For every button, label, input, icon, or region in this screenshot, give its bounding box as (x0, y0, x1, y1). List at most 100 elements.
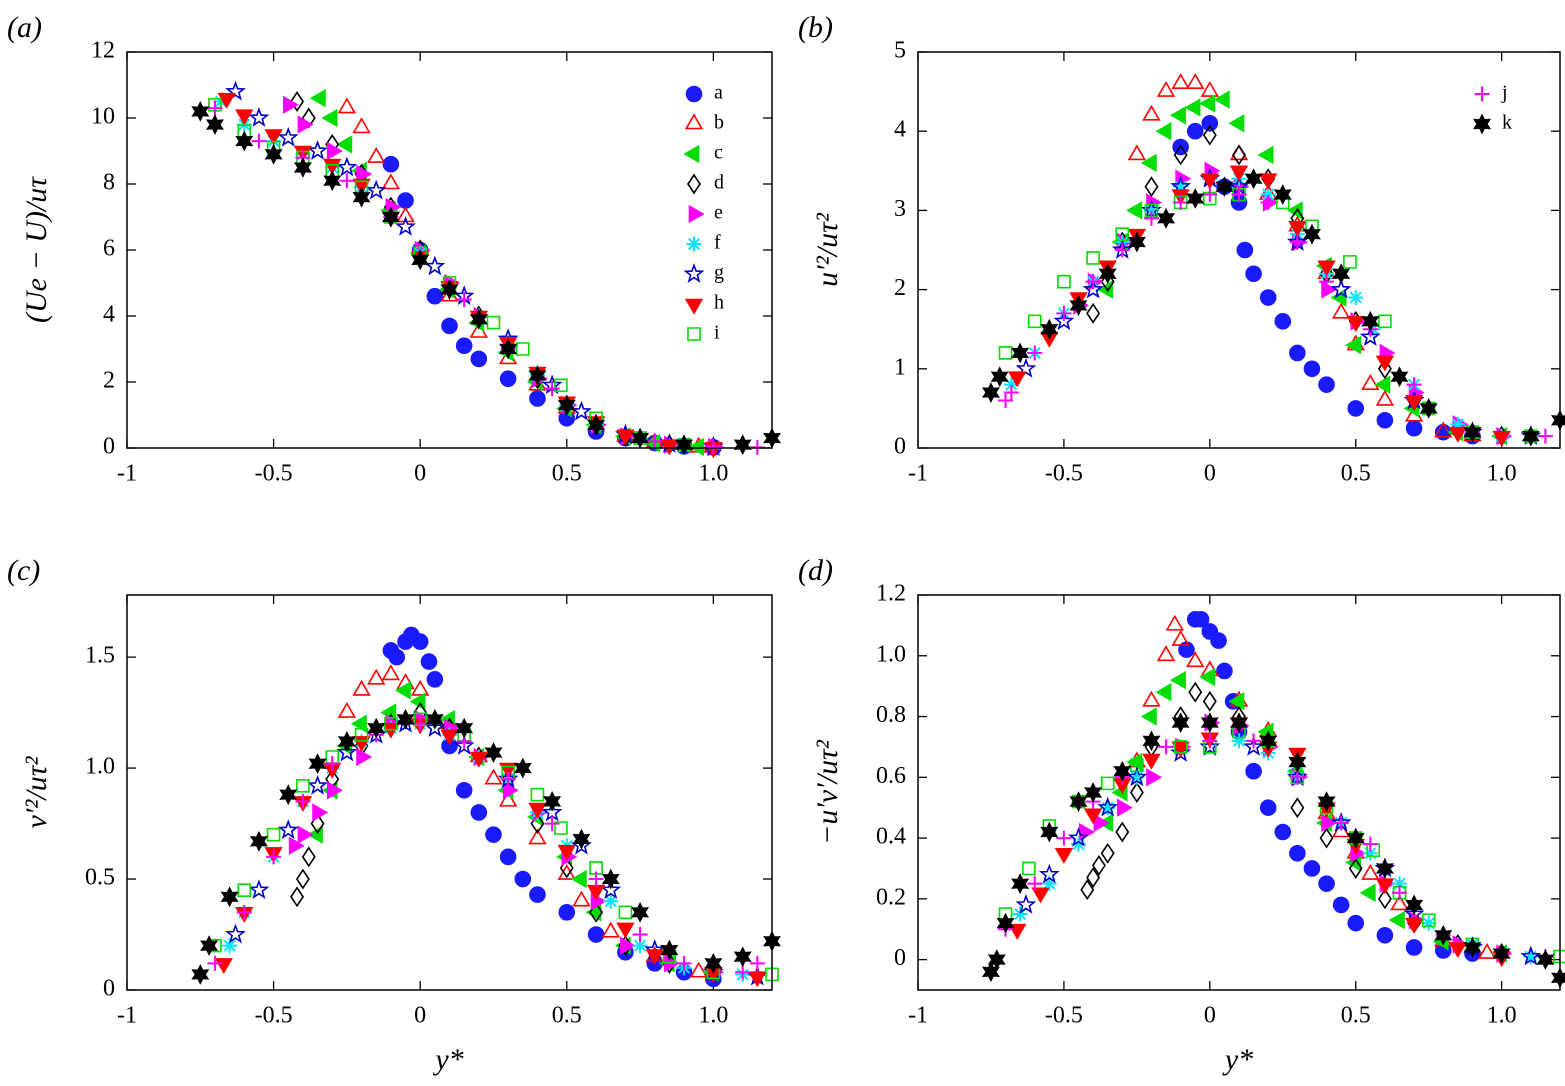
marker (1142, 104, 1161, 121)
marker (279, 784, 298, 806)
marker (1192, 611, 1210, 628)
marker (301, 846, 316, 868)
marker (1080, 879, 1095, 901)
marker (235, 109, 254, 126)
x-tick-label: -0.5 (255, 461, 293, 487)
marker (1228, 114, 1245, 133)
marker (1040, 318, 1059, 340)
x-tick-label: 0 (1204, 1003, 1216, 1029)
marker (1126, 201, 1143, 220)
marker (207, 955, 223, 971)
marker (336, 156, 358, 177)
marker (208, 98, 222, 112)
marker (1317, 260, 1336, 277)
marker (1155, 122, 1172, 141)
marker (1215, 176, 1234, 198)
marker (1289, 234, 1305, 250)
legend-marker (686, 236, 702, 252)
marker (1321, 280, 1338, 299)
y-tick-label: 0 (894, 434, 906, 460)
panel-label: (d) (798, 554, 833, 587)
marker (1003, 385, 1019, 401)
marker (1091, 854, 1106, 876)
x-tick-label: 1.0 (698, 1003, 728, 1029)
marker (1114, 242, 1130, 258)
marker (1156, 80, 1176, 97)
marker (688, 437, 705, 457)
marker (222, 938, 238, 954)
marker (1140, 707, 1157, 726)
legend-marker (687, 173, 701, 195)
marker (1274, 312, 1292, 330)
marker (469, 751, 488, 768)
marker (412, 716, 428, 732)
marker (1405, 419, 1423, 437)
x-tick-label: 0.5 (552, 1003, 582, 1029)
marker (295, 868, 310, 890)
marker (981, 961, 1000, 983)
marker (1171, 712, 1190, 734)
marker (1319, 827, 1334, 849)
marker (1290, 770, 1305, 785)
y-tick-label: 0 (103, 976, 115, 1002)
marker (1303, 360, 1321, 378)
marker (1463, 937, 1482, 958)
y-tick-label: 1.0 (876, 641, 906, 667)
y-tick-label: 3 (894, 196, 906, 222)
marker (1200, 173, 1219, 190)
marker (543, 790, 562, 812)
x-tick-label: 1.0 (1487, 461, 1517, 487)
marker (484, 742, 503, 763)
marker (1156, 645, 1176, 662)
marker (1257, 145, 1274, 165)
marker (1333, 815, 1349, 831)
marker (987, 949, 1006, 971)
marker (529, 390, 546, 407)
legend-marker (687, 327, 701, 341)
x-tick-label: -1 (908, 1003, 928, 1029)
y-tick-label: 0.5 (85, 865, 115, 891)
marker (420, 653, 438, 670)
marker (411, 249, 430, 271)
marker (587, 414, 606, 436)
marker (557, 844, 576, 861)
marker (352, 117, 371, 134)
marker (1079, 822, 1095, 842)
marker (1213, 90, 1230, 109)
marker (1173, 144, 1188, 166)
marker (336, 741, 358, 762)
marker (631, 427, 650, 449)
marker (1377, 358, 1392, 380)
x-tick-label: 0 (1204, 461, 1216, 487)
marker (220, 886, 239, 908)
marker (352, 186, 371, 208)
marker (1098, 263, 1117, 285)
marker (1330, 288, 1347, 307)
marker (1157, 207, 1176, 229)
marker (1129, 769, 1145, 785)
x-tick-label: 0.5 (1341, 461, 1371, 487)
legend-label: e (714, 202, 723, 224)
marker (601, 921, 620, 938)
marker (1419, 397, 1438, 419)
marker (1463, 421, 1482, 443)
legend-label: a (714, 82, 723, 104)
marker (1361, 374, 1380, 390)
marker (1361, 863, 1380, 880)
legend-label: b (714, 112, 724, 134)
marker (675, 434, 694, 456)
marker (1448, 942, 1468, 959)
marker (236, 904, 252, 920)
marker (1027, 314, 1042, 329)
marker (264, 129, 283, 146)
marker (214, 958, 233, 974)
marker (1200, 712, 1219, 734)
marker (235, 130, 254, 152)
marker (1041, 876, 1057, 892)
marker (1184, 98, 1201, 117)
marker (1290, 797, 1305, 819)
x-axis-label: y* (1222, 1043, 1253, 1076)
marker (1405, 894, 1424, 916)
marker (618, 905, 633, 920)
marker (1348, 858, 1363, 879)
